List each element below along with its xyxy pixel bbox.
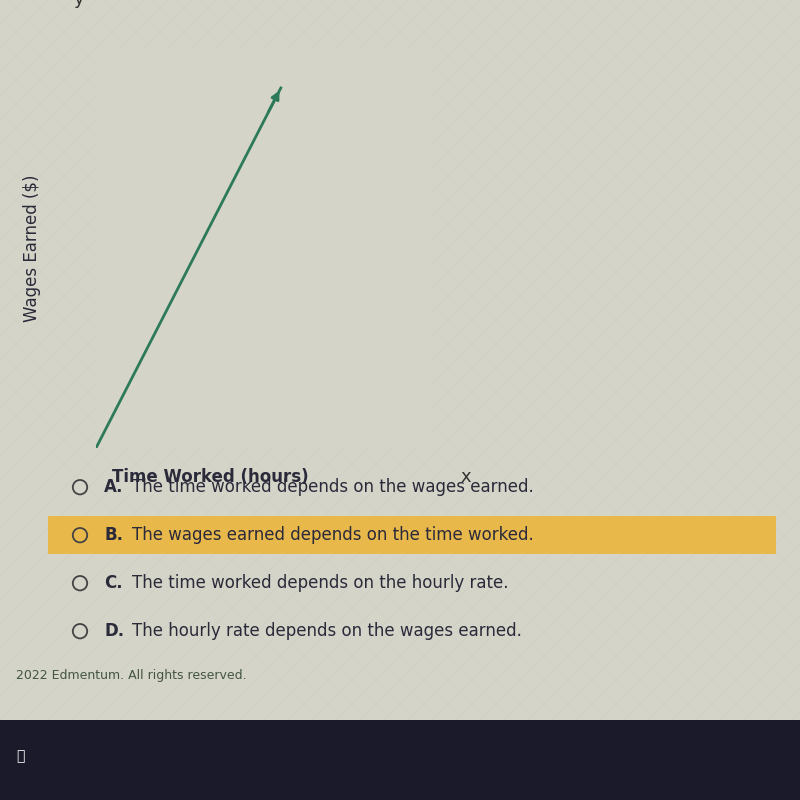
Text: B.: B. xyxy=(104,526,123,544)
Text: 🔍: 🔍 xyxy=(16,749,24,763)
Text: The hourly rate depends on the wages earned.: The hourly rate depends on the wages ear… xyxy=(132,622,522,640)
Text: x: x xyxy=(460,468,471,486)
Text: A.: A. xyxy=(104,478,123,496)
Text: Time Worked (hours): Time Worked (hours) xyxy=(112,468,309,486)
Text: y: y xyxy=(74,0,85,8)
Text: C.: C. xyxy=(104,574,122,592)
Text: The time worked depends on the hourly rate.: The time worked depends on the hourly ra… xyxy=(132,574,509,592)
Text: The time worked depends on the wages earned.: The time worked depends on the wages ear… xyxy=(132,478,534,496)
Text: D.: D. xyxy=(104,622,124,640)
Text: The wages earned depends on the time worked.: The wages earned depends on the time wor… xyxy=(132,526,534,544)
Text: 2022 Edmentum. All rights reserved.: 2022 Edmentum. All rights reserved. xyxy=(16,670,246,682)
Text: Wages Earned ($): Wages Earned ($) xyxy=(23,174,41,322)
